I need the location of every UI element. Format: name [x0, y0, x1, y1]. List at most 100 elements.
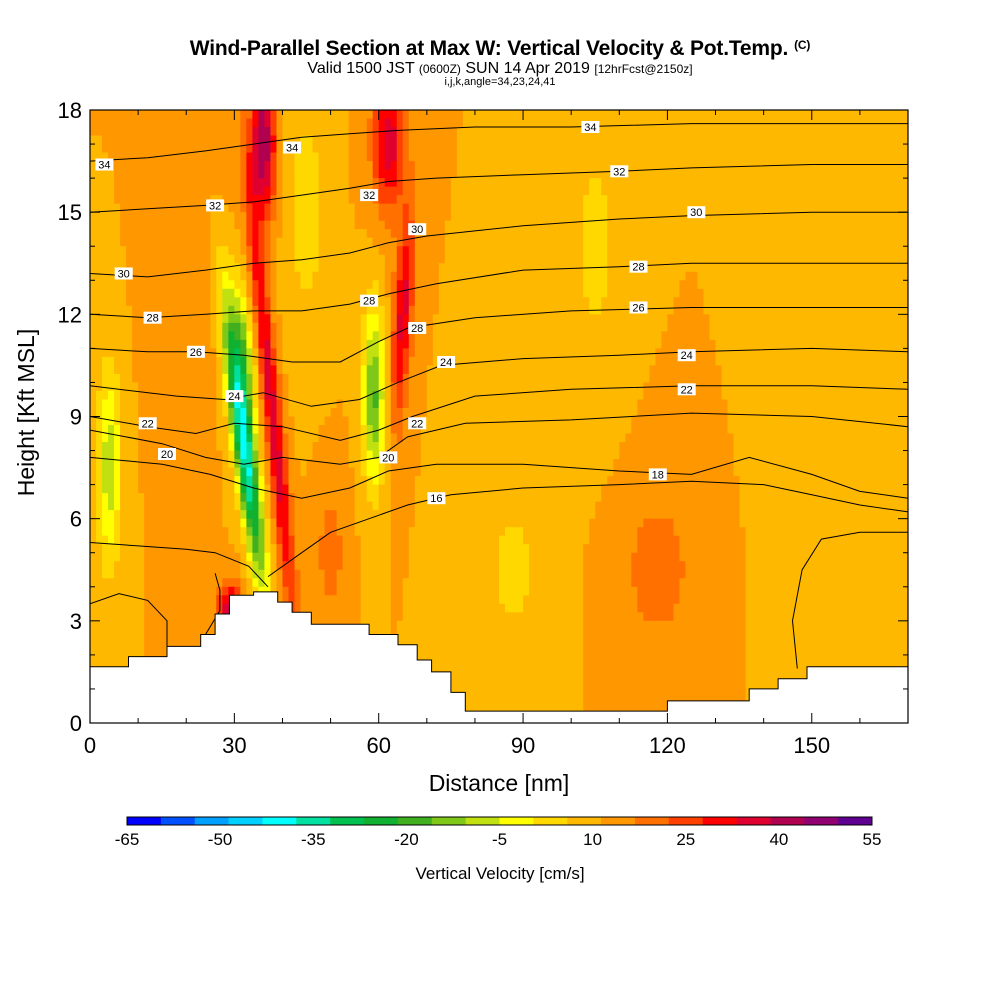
contour-label: 18 — [652, 469, 664, 481]
x-tick-label: 150 — [793, 733, 830, 758]
y-tick-label: 9 — [70, 405, 82, 430]
colorbar-label: Vertical Velocity [cm/s] — [415, 864, 585, 883]
contour-label-bg — [408, 223, 427, 236]
contour-label-bg — [581, 121, 600, 133]
x-tick-label: 120 — [649, 733, 686, 758]
y-tick-label: 0 — [70, 711, 82, 736]
theta-contour-line — [90, 262, 908, 319]
contour-label-bg — [629, 301, 648, 314]
y-tick-label: 12 — [58, 302, 82, 327]
contour-label: 22 — [411, 418, 423, 430]
colorbar-swatch — [296, 817, 331, 825]
y-tick-label: 6 — [70, 507, 82, 532]
colorbar-swatch — [262, 817, 297, 825]
x-tick-label: 60 — [366, 733, 390, 758]
contour-label: 30 — [118, 269, 130, 281]
colorbar-swatch — [364, 817, 399, 825]
contour-label-bg — [158, 448, 176, 460]
chart-subtitle: Valid 1500 JST (0600Z) SUN 14 Apr 2019 [… — [307, 60, 693, 77]
x-tick-label: 30 — [222, 733, 246, 758]
theta-contour-line — [90, 164, 908, 213]
potential-temperature-contours — [90, 123, 908, 669]
contour-label: 28 — [146, 313, 158, 325]
x-tick-label: 0 — [84, 733, 96, 758]
colorbar-swatch — [160, 817, 196, 825]
contour-label: 32 — [209, 200, 221, 212]
contour-label: 34 — [286, 143, 298, 155]
x-tick-label: 90 — [511, 733, 535, 758]
colorbar-frame — [126, 816, 873, 826]
contour-label: 20 — [382, 452, 394, 464]
colorbar-swatch — [465, 817, 500, 825]
contour-label-bg — [143, 311, 162, 324]
colorbar-tick-label: -50 — [208, 830, 233, 849]
y-tick-label: 15 — [58, 200, 82, 225]
contour-label-bg — [114, 267, 133, 280]
colorbar-swatch — [702, 817, 737, 825]
contour-label: 24 — [440, 357, 452, 369]
contour-label: 26 — [632, 303, 644, 315]
colorbar-swatch — [770, 817, 805, 825]
contour-label: 26 — [190, 347, 202, 359]
contour-label-bg — [408, 417, 427, 430]
colorbar-swatch — [567, 817, 602, 825]
contour-label-bg — [648, 468, 667, 481]
theta-contour-line — [90, 456, 908, 499]
terrain-profile — [89, 591, 909, 724]
chart-subtitle-indices: i,j,k,angle=34,23,24,41 — [444, 76, 556, 88]
contour-label: 28 — [411, 323, 423, 335]
theta-contour-line — [205, 573, 221, 635]
colorbar-swatch — [533, 817, 568, 825]
contour-label: 30 — [411, 224, 423, 236]
contour-label-bg — [629, 260, 648, 273]
colorbar-swatch — [330, 817, 365, 825]
colorbar-swatch — [228, 817, 263, 825]
colorbar-swatch — [804, 817, 839, 825]
theta-contour-line — [791, 531, 908, 669]
y-axis-label: Height [Kft MSL] — [13, 329, 39, 496]
colorbar-swatch — [499, 817, 534, 825]
colorbar-tick-label: 55 — [863, 830, 882, 849]
theta-contour-line — [90, 593, 168, 655]
contour-label-bg — [138, 417, 157, 430]
contour-label-bg — [610, 165, 629, 178]
x-axis-label: Distance [nm] — [429, 770, 570, 796]
colorbar-tick-label: -5 — [492, 830, 507, 849]
colorbar-swatch — [431, 817, 467, 825]
colorbar-tick-label: -65 — [115, 830, 140, 849]
theta-contour-line — [90, 123, 908, 162]
y-tick-label: 18 — [58, 98, 82, 123]
theta-contour-line — [90, 542, 269, 588]
contour-label: 20 — [161, 449, 173, 461]
contour-label-bg — [677, 383, 696, 396]
contour-label: 16 — [430, 493, 442, 505]
contour-label: 34 — [584, 122, 596, 134]
contour-label-bg — [360, 189, 379, 202]
y-tick-label: 3 — [70, 609, 82, 634]
colorbar-tick-label: -20 — [394, 830, 419, 849]
contour-label-bg — [95, 158, 114, 171]
contour-label: 32 — [363, 190, 375, 202]
colorbar-swatch — [838, 817, 873, 825]
contour-label: 24 — [228, 391, 240, 403]
contour-label-bg — [677, 349, 696, 362]
axis-ticks — [89, 109, 909, 724]
colorbar-swatch — [194, 817, 229, 825]
colorbar-tick-label: 10 — [583, 830, 602, 849]
colorbar-swatch — [634, 817, 670, 825]
contour-label: 22 — [142, 418, 154, 430]
chart-title: Wind-Parallel Section at Max W: Vertical… — [189, 37, 811, 60]
contour-label: 30 — [690, 207, 702, 219]
colorbar-swatch — [601, 817, 636, 825]
contour-label-bg — [379, 451, 398, 464]
contour-label: 28 — [632, 262, 644, 274]
contour-label: 22 — [681, 384, 693, 396]
colorbar-tick-label: -35 — [301, 830, 326, 849]
colorbar-tick-label: 25 — [676, 830, 695, 849]
contour-label-bg — [360, 294, 379, 307]
contour-label-bg — [408, 322, 427, 334]
contour-label-bg — [427, 492, 446, 505]
theta-contour-line — [267, 480, 908, 578]
contour-label: 34 — [98, 160, 110, 172]
